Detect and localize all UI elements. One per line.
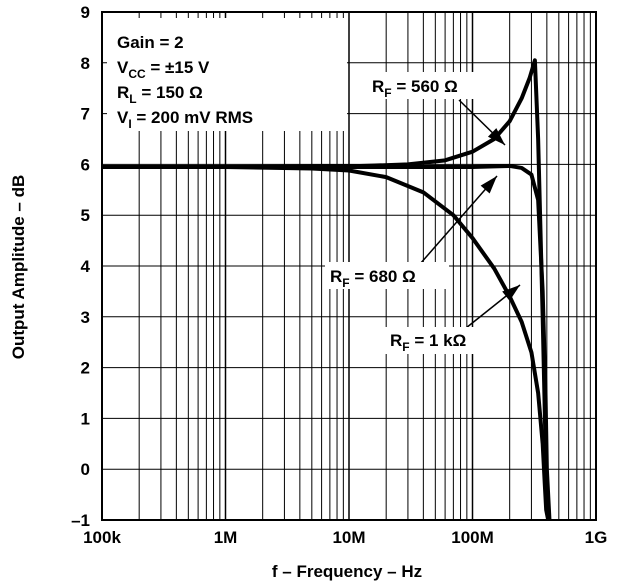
label-box-1k xyxy=(385,327,497,354)
series-label-680: RF = 680 Ω xyxy=(330,267,416,290)
x-tick-label: 10M xyxy=(332,528,365,547)
condition-gain: Gain = 2 xyxy=(117,33,184,52)
y-tick-label: 0 xyxy=(81,460,90,479)
x-tick-label: 100M xyxy=(451,528,494,547)
condition-vcc: VCC = ±15 V xyxy=(117,58,210,81)
arrow-560-head xyxy=(487,128,505,145)
y-tick-label: 7 xyxy=(81,105,90,124)
y-tick-label: –1 xyxy=(71,511,90,530)
y-tick-label: 5 xyxy=(81,206,90,225)
series-line-2 xyxy=(102,164,551,521)
plot-frame xyxy=(101,11,597,521)
x-tick-label: 1M xyxy=(214,528,238,547)
y-tick-label: 3 xyxy=(81,308,90,327)
x-axis-title: f – Frequency – Hz xyxy=(272,562,422,581)
y-tick-label: 4 xyxy=(81,257,91,276)
y-axis-title: Output Amplitude – dB xyxy=(9,175,28,359)
condition-vi: VI = 200 mV RMS xyxy=(117,108,253,131)
label-box-680 xyxy=(325,262,449,289)
condition-rl: RL = 150 Ω xyxy=(117,83,203,106)
series-line-1 xyxy=(102,163,552,521)
y-tick-label: 2 xyxy=(81,359,90,378)
x-tick-label: 1G xyxy=(585,528,608,547)
y-tick-label: 8 xyxy=(81,54,90,73)
y-tick-labels: –1 0 1 2 3 4 5 6 7 8 9 xyxy=(71,3,90,530)
series-layer xyxy=(102,58,552,521)
arrow-1k-head xyxy=(502,285,520,301)
x-tick-label: 100k xyxy=(83,528,121,547)
x-tick-labels: 100k 1M 10M 100M 1G xyxy=(83,528,607,547)
y-tick-label: 1 xyxy=(81,409,90,428)
series-arrows xyxy=(419,99,521,329)
series-label-560: RF = 560 Ω xyxy=(372,77,458,100)
conditions-box xyxy=(107,18,347,131)
label-box-560 xyxy=(366,72,486,99)
y-tick-label: 9 xyxy=(81,3,90,22)
arrow-680-line xyxy=(419,175,498,265)
y-tick-label: 6 xyxy=(81,155,90,174)
arrow-680-head xyxy=(480,176,497,194)
plot-border xyxy=(101,11,597,521)
series-label-1k: RF = 1 kΩ xyxy=(390,331,466,354)
